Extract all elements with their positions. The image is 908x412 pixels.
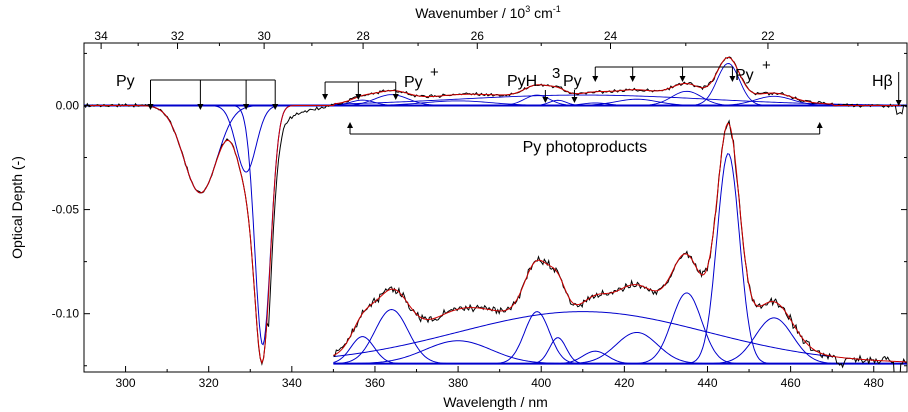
inset-component [677, 153, 778, 365]
label-h-beta: Hβ [872, 73, 893, 90]
bracket-right-arrow-head [679, 76, 686, 82]
label-3py: Py [563, 73, 582, 90]
top-tick-label: 34 [94, 29, 108, 43]
curves-group [84, 56, 907, 372]
inset-component [333, 336, 415, 365]
photoproducts-arrow-head [347, 122, 354, 128]
bracket-right-arrow-head [629, 76, 636, 82]
plot-area [83, 42, 908, 373]
photoproduct-component [683, 63, 773, 106]
y-tick-label: -0.05 [52, 203, 80, 217]
x-tick-label: 300 [116, 376, 136, 390]
label-py-plus: Py [404, 74, 423, 91]
y-tick-label: 0.00 [56, 98, 80, 112]
x-tick-label: 380 [448, 376, 468, 390]
fit-spectrum [84, 56, 907, 365]
photoproduct-component [699, 95, 849, 106]
top-axis-label-exp: 3 [525, 4, 530, 14]
inset-observed-spectrum [333, 119, 907, 372]
inset-fit-spectrum [333, 122, 907, 363]
arrow-h-beta-head [895, 100, 902, 106]
bracket-py-arrow-head [197, 104, 204, 110]
top-axis-label-unit: cm [530, 5, 553, 21]
inset-component [543, 331, 730, 365]
x-axis-label: Wavelength / nm [443, 394, 548, 410]
y-axis-label: Optical Depth (-) [9, 156, 25, 259]
bracket-py-plus-arrow-head [355, 94, 362, 100]
axes-group: 300 320 340 360 380 400 420 440 460 480 0.00 -0.05 -… [52, 29, 907, 390]
label-py: Py [116, 73, 135, 90]
inset-component [619, 292, 754, 365]
absorption-component [117, 104, 284, 194]
x-tick-label: 440 [697, 376, 717, 390]
label-py-plus-right-sup: + [762, 57, 771, 74]
y-tick-label: -0.10 [52, 307, 80, 321]
inset-component [333, 309, 467, 365]
top-tick-label: 24 [604, 29, 618, 43]
x-tick-label: 340 [282, 376, 302, 390]
inset-component [333, 311, 833, 358]
x-tick-label: 460 [781, 376, 801, 390]
bracket-right-arrow-head [592, 76, 599, 82]
plot-frame [83, 42, 908, 373]
arrow-pyh-head [542, 97, 549, 103]
bracket-py-plus-arrow-head [392, 94, 399, 100]
inset-component [689, 317, 858, 365]
label-py-plus-sup: + [430, 64, 439, 81]
photoproduct-component [333, 94, 907, 106]
top-tick-label: 22 [761, 29, 775, 43]
label-photoproducts: Py photoproducts [523, 139, 648, 156]
photoproducts-arrow-head [816, 122, 823, 128]
inset-component [539, 350, 651, 365]
bracket-py-arrow-head [243, 104, 250, 110]
x-tick-label: 360 [365, 376, 385, 390]
absorption-component [196, 104, 295, 173]
top-axis-label: Wavenumber / 103 cm-1 [415, 4, 561, 21]
top-tick-label: 26 [471, 29, 485, 43]
label-3py-sup: 3 [552, 65, 560, 82]
x-tick-label: 420 [614, 376, 634, 390]
bracket-py-plus-arrow-head [322, 94, 329, 100]
x-tick-label: 320 [199, 376, 219, 390]
label-pyh: PyH [507, 73, 537, 90]
inset-component [520, 337, 596, 365]
arrow-3py-head [571, 97, 578, 103]
x-tick-label: 400 [531, 376, 551, 390]
top-tick-label: 30 [257, 29, 271, 43]
top-tick-label: 32 [171, 29, 185, 43]
top-tick-label: 28 [356, 29, 370, 43]
bracket-py-arrow-head [272, 104, 279, 110]
label-py-plus-right: Py [735, 67, 754, 84]
top-axis-label-main: Wavenumber / 10 [415, 5, 525, 21]
top-axis-label-unit-exp: -1 [553, 4, 561, 14]
bracket-py-arrow-head [147, 104, 154, 110]
x-tick-label: 480 [864, 376, 884, 390]
inset-component [481, 311, 593, 365]
bracket-right-arrow-head [729, 76, 736, 82]
